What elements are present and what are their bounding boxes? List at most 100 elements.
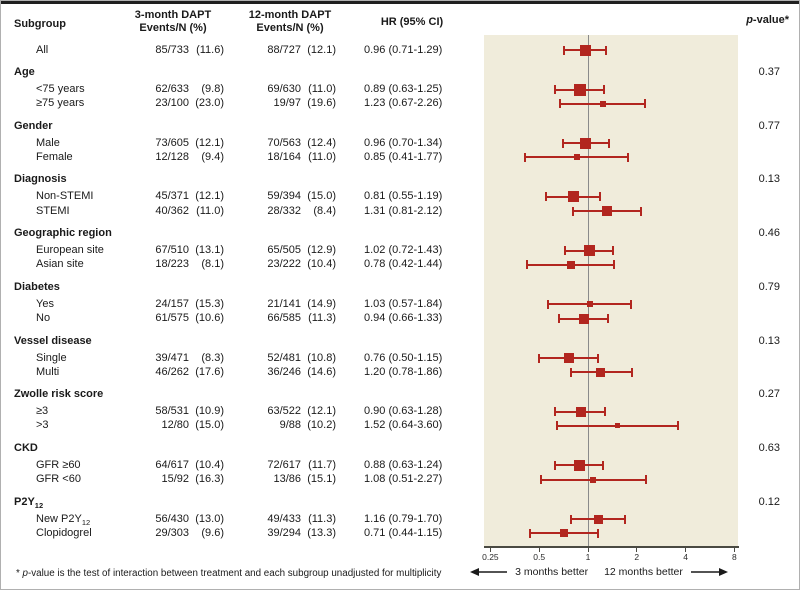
events-12month-cell: 52/481 xyxy=(267,351,301,364)
footnote: * p-value is the test of interaction bet… xyxy=(16,568,441,579)
pct-12month-cell: (15.0) xyxy=(307,190,336,203)
group-label: Diabetes xyxy=(14,280,60,293)
ci-cap-right xyxy=(596,528,599,538)
hr-ci-cell: 0.71 (0.44-1.15) xyxy=(364,526,443,539)
axis-tick xyxy=(685,547,687,552)
item-label: Single xyxy=(36,351,67,364)
row-75-years: ≥75 years 23/100 (23.0) 19/97 (19.6) 1.23 (0.… xyxy=(1,97,799,110)
ci-cap-left xyxy=(539,475,542,485)
p-value-cell: 0.13 xyxy=(758,173,780,186)
hr-ci-cell: 0.90 (0.63-1.28) xyxy=(364,405,443,418)
column-header-12month: 12-month DAPT Events/N (%) xyxy=(230,9,350,35)
axis-tick xyxy=(587,547,589,552)
column-header-12month-line1: 12-month DAPT xyxy=(248,9,332,21)
hr-marker xyxy=(566,260,575,269)
column-header-3month: 3-month DAPT Events/N (%) xyxy=(113,9,233,35)
item-label: STEMI xyxy=(36,204,70,217)
row-multi: Multi 46/262 (17.6) 36/246 (14.6) 1.20 (0.78-… xyxy=(1,366,799,379)
top-rule xyxy=(1,1,799,4)
axis-tick xyxy=(636,547,638,552)
hr-marker xyxy=(567,191,579,203)
ci-cap-left xyxy=(558,99,561,109)
pct-3month-cell: (11.6) xyxy=(196,43,224,56)
events-3month-cell: 73/605 xyxy=(155,136,189,149)
events-3month-cell: 58/531 xyxy=(155,405,189,418)
pct-3month-cell: (12.1) xyxy=(195,190,224,203)
ci-cap-left xyxy=(544,192,547,202)
hr-ci-cell: 0.81 (0.55-1.19) xyxy=(364,190,443,203)
pct-12month-cell: (10.2) xyxy=(307,419,336,432)
footnote-star: * xyxy=(16,568,23,579)
hr-ci-cell: 1.23 (0.67-2.26) xyxy=(364,97,443,110)
column-header-subgroup: Subgroup xyxy=(14,18,66,30)
pct-12month-cell: (11.3) xyxy=(308,512,336,525)
events-3month-cell: 12/80 xyxy=(161,419,189,432)
group-label: P2Y12 xyxy=(14,495,44,510)
events-3month-cell: 62/633 xyxy=(155,83,189,95)
pct-3month-cell: (8.3) xyxy=(201,351,224,364)
events-3month-cell: 23/100 xyxy=(155,97,189,110)
hr-marker xyxy=(590,476,597,483)
row-gfr-60: GFR <60 15/92 (16.3) 13/86 (15.1) 1.08 (0.51-… xyxy=(1,473,799,486)
left-direction-label: 3 months better xyxy=(515,565,589,578)
axis-tick xyxy=(733,547,735,552)
events-3month-cell: 45/371 xyxy=(155,190,189,203)
pct-3month-cell: (10.9) xyxy=(195,405,224,418)
p-value-cell: 0.13 xyxy=(758,334,780,347)
pct-12month-cell: (12.1) xyxy=(307,43,336,56)
group-label: Gender xyxy=(14,119,53,132)
events-12month-cell: 88/727 xyxy=(267,43,301,56)
hr-marker xyxy=(599,100,606,107)
row-male: Male 73/605 (12.1) 70/563 (12.4) 0.96 (0.70-1… xyxy=(1,137,799,150)
right-direction-label: 12 months better xyxy=(604,565,683,578)
events-12month-cell: 21/141 xyxy=(267,297,301,310)
row-3: >3 12/80 (15.0) 9/88 (10.2) 1.52 (0.64-3.60) xyxy=(1,419,799,432)
ci-cap-right xyxy=(612,260,615,270)
hr-ci-cell: 0.88 (0.63-1.24) xyxy=(364,458,443,471)
events-12month-cell: 39/294 xyxy=(267,526,301,539)
pct-3month-cell: (23.0) xyxy=(195,97,224,110)
events-12month-cell: 18/164 xyxy=(267,150,301,163)
row-non-stemi: Non-STEMI 45/371 (12.1) 59/394 (15.0) 0.81 (0… xyxy=(1,190,799,203)
events-3month-cell: 85/733 xyxy=(155,43,189,56)
item-label: New P2Y12 xyxy=(36,512,91,527)
row-new-p2y: New P2Y12 56/430 (13.0) 49/433 (11.3) 1.16 (0… xyxy=(1,513,799,526)
hr-marker xyxy=(573,459,585,471)
events-3month-cell: 46/262 xyxy=(155,365,189,378)
hr-marker xyxy=(587,301,594,308)
hr-ci-cell: 1.20 (0.78-1.86) xyxy=(364,365,443,378)
ci-cap-left xyxy=(524,152,527,162)
row-diabetes: Diabetes 0.79 xyxy=(1,281,799,294)
row-stemi: STEMI 40/362 (11.0) 28/332 (8.4) 1.31 (0.81-2… xyxy=(1,205,799,218)
ci-cap-left xyxy=(563,246,566,256)
pct-12month-cell: (11.7) xyxy=(308,458,336,471)
hr-ci-cell: 1.02 (0.72-1.43) xyxy=(364,244,443,257)
axis-tick-label: 2 xyxy=(634,552,640,562)
column-header-12month-line2: Events/N (%) xyxy=(256,22,324,34)
row-gfr-60: GFR ≥60 64/617 (10.4) 72/617 (11.7) 0.88 (0.6… xyxy=(1,459,799,472)
p-value-cell: 0.77 xyxy=(758,119,780,132)
item-label: GFR <60 xyxy=(36,473,81,486)
ci-cap-right xyxy=(644,99,647,109)
subscript: 12 xyxy=(81,517,91,527)
events-12month-cell: 13/86 xyxy=(273,473,301,486)
axis-tick-label: 0.25 xyxy=(482,552,499,562)
pct-12month-cell: (12.9) xyxy=(307,244,336,257)
row-age: Age 0.37 xyxy=(1,66,799,79)
hr-marker xyxy=(579,137,591,149)
ci-cap-right xyxy=(624,514,627,524)
group-label: Age xyxy=(14,66,35,78)
ci-cap-left xyxy=(529,528,532,538)
events-12month-cell: 65/505 xyxy=(267,244,301,257)
hr-marker xyxy=(579,44,591,56)
ci-cap-right xyxy=(630,367,633,377)
hr-ci-cell: 1.16 (0.79-1.70) xyxy=(364,512,443,525)
pct-3month-cell: (16.3) xyxy=(195,473,224,486)
pct-12month-cell: (10.8) xyxy=(307,351,336,364)
row-p2y: P2Y12 0.12 xyxy=(1,496,799,509)
column-header-3month-line1: 3-month DAPT xyxy=(134,9,212,21)
pct-3month-cell: (9.6) xyxy=(201,526,224,539)
item-label: All xyxy=(36,43,49,56)
ci-cap-left xyxy=(561,138,564,148)
pct-12month-cell: (8.4) xyxy=(313,204,336,217)
